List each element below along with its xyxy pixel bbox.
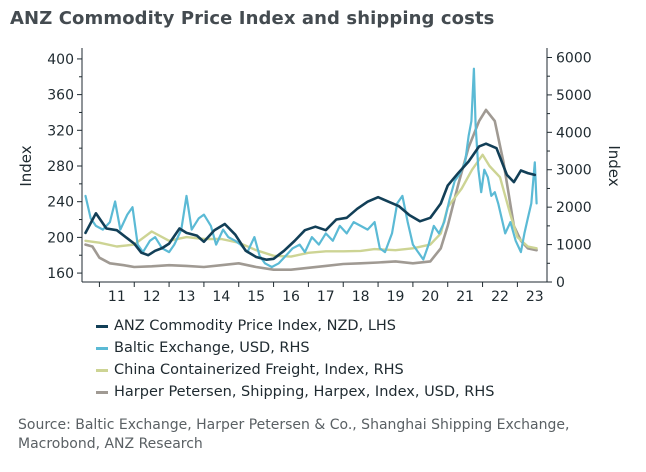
x-tick-label: 23 <box>526 289 544 305</box>
y-left-tick-label: 200 <box>47 230 74 246</box>
legend-item-harpex: Harper Petersen, Shipping, Harpex, Index… <box>96 381 494 403</box>
legend-item-anz: ANZ Commodity Price Index, NZD, LHS <box>96 315 494 337</box>
legend-label-baltic: Baltic Exchange, USD, RHS <box>114 340 310 356</box>
series-line-anz <box>84 142 537 261</box>
legend-swatch-harpex <box>96 390 108 394</box>
y-right-tick-label: 6000 <box>556 50 592 66</box>
y-right-tick-label: 5000 <box>556 88 592 104</box>
legend-swatch-baltic <box>96 346 108 350</box>
x-tick-label: 22 <box>491 289 509 305</box>
series-layer <box>84 67 538 271</box>
y-axis-right-label: Index <box>605 145 623 186</box>
y-left-tick-label: 280 <box>47 159 74 175</box>
y-right-tick-label: 4000 <box>556 125 592 141</box>
legend-label-harpex: Harper Petersen, Shipping, Harpex, Index… <box>114 384 495 400</box>
y-axis-left-label: Index <box>17 145 35 186</box>
y-left-tick-label: 320 <box>47 123 74 139</box>
y-left-tick-label: 400 <box>47 52 74 68</box>
x-tick-label: 19 <box>387 289 405 305</box>
x-tick-label: 17 <box>317 289 335 305</box>
legend-label-anz: ANZ Commodity Price Index, NZD, LHS <box>114 318 396 334</box>
y-right-tick-label: 0 <box>556 275 565 291</box>
x-tick-label: 16 <box>282 289 300 305</box>
x-tick-label: 13 <box>178 289 196 305</box>
y-left-tick-label: 160 <box>47 266 74 282</box>
legend-item-ccfi: China Containerized Freight, Index, RHS <box>96 359 494 381</box>
y-right-tick-label: 3000 <box>556 163 592 179</box>
y-right-tick-label: 1000 <box>556 238 592 254</box>
x-tick-label: 12 <box>143 289 161 305</box>
x-tick-label: 11 <box>108 289 126 305</box>
x-tick-label: 14 <box>212 289 230 305</box>
x-tick-label: 20 <box>421 289 439 305</box>
source-note: Source: Baltic Exchange, Harper Petersen… <box>18 417 570 452</box>
legend: ANZ Commodity Price Index, NZD, LHS Balt… <box>96 315 494 403</box>
y-left-tick-label: 240 <box>47 195 74 211</box>
legend-swatch-ccfi <box>96 368 108 372</box>
y-right-tick-label: 2000 <box>556 200 592 216</box>
y-left-tick-label: 360 <box>47 88 74 104</box>
axes-layer: 1602002402803203604000100020003000400050… <box>47 48 592 305</box>
series-line-baltic <box>84 67 538 269</box>
page-title: ANZ Commodity Price Index and shipping c… <box>10 8 495 29</box>
legend-label-ccfi: China Containerized Freight, Index, RHS <box>114 362 404 378</box>
series-line-harpex <box>84 108 538 271</box>
x-tick-label: 15 <box>247 289 265 305</box>
x-tick-label: 21 <box>456 289 474 305</box>
legend-swatch-anz <box>96 324 108 328</box>
legend-item-baltic: Baltic Exchange, USD, RHS <box>96 337 494 359</box>
x-tick-label: 18 <box>352 289 370 305</box>
